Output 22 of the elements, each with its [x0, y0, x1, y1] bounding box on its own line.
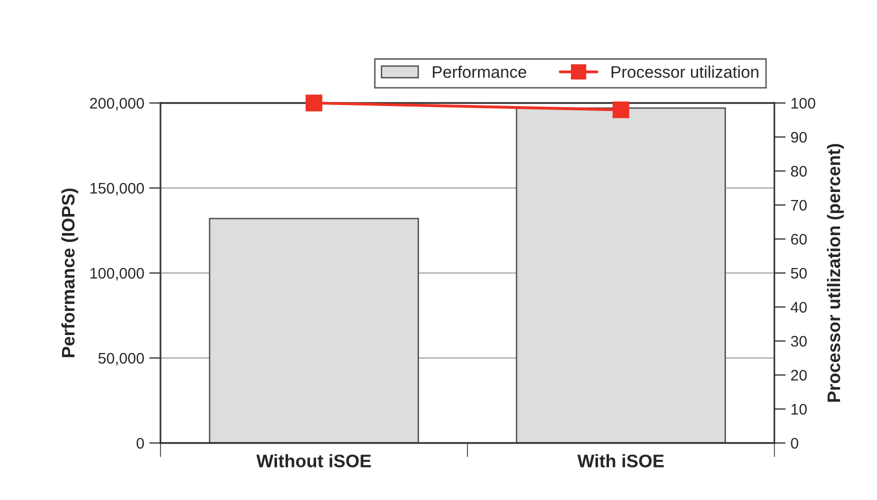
y2-tick-label: 40: [790, 302, 807, 313]
legend-label: Performance: [432, 66, 526, 78]
y-tick-label: 50,000: [98, 352, 144, 366]
y2-tick-label: 70: [791, 200, 807, 211]
y2-tick-label: 90: [791, 132, 807, 143]
y2-tick-label: 80: [791, 166, 807, 177]
legend-label: Processor utilization: [612, 66, 758, 78]
y-tick-label: 150,000: [90, 182, 144, 196]
y-tick-label: 200,000: [90, 98, 144, 110]
y2-tick-label: 100: [792, 98, 816, 109]
y2-tick-label: 10: [792, 404, 807, 415]
x-tick-label: With iSOE: [577, 454, 664, 468]
y2-tick-label: 50: [790, 268, 807, 279]
y2-tick-label: 60: [791, 234, 807, 245]
y2-tick-label: 20: [791, 370, 807, 381]
y-axis-title: Performance (IOPS): [61, 188, 78, 358]
x-tick-label: Without iSOE: [256, 454, 371, 468]
y2-axis-title: Processor utilization (percent): [826, 144, 844, 402]
y-tick-label: 0: [136, 438, 144, 449]
y-tick-label: 100,000: [90, 268, 144, 280]
y2-tick-label: 0: [790, 438, 798, 449]
y2-tick-label: 30: [790, 336, 807, 347]
